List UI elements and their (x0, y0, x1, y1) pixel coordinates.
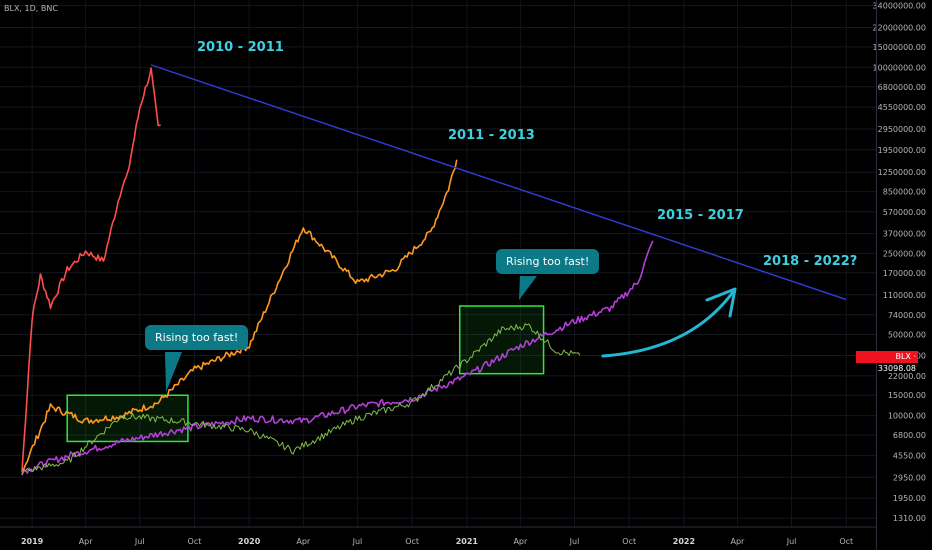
x-tick-label: Apr (79, 537, 94, 546)
cycle-label-2010-2011: 2010 - 2011 (197, 40, 284, 55)
x-tick-label: 2019 (21, 537, 44, 546)
y-tick-label: 1250000.00 (878, 168, 926, 177)
series-line-3 (21, 240, 654, 476)
y-tick-label: 1310.00 (893, 514, 926, 523)
y-tick-label: 170000.00 (883, 269, 926, 278)
symbol-header: BLX, 1D, BNC (4, 4, 58, 13)
y-tick-label: 1950.00 (893, 494, 926, 503)
projection-arrowhead (705, 287, 737, 318)
y-tick-label: 6800000.00 (878, 83, 926, 92)
y-tick-label: 570000.00 (883, 208, 926, 217)
projection-arrow (601, 290, 735, 358)
y-tick-label: 15000000.00 (873, 43, 926, 52)
y-tick-label: 15000.00 (888, 391, 926, 400)
last-price-badge: BLX · 33098.08 (856, 351, 918, 373)
x-tick-label: Oct (188, 537, 202, 546)
x-tick-label: Apr (513, 537, 528, 546)
y-tick-label: 22000.00 (888, 372, 926, 381)
y-tick-label: 370000.00 (883, 230, 926, 239)
y-tick-label: 1950000.00 (878, 146, 926, 155)
rising-too-fast-callout-2: Rising too fast! (496, 249, 600, 274)
y-tick-label: 110000.00 (883, 291, 926, 300)
y-tick-label: 34000000.00 (873, 2, 926, 11)
series-line-2 (21, 159, 458, 476)
x-tick-label: Apr (731, 537, 746, 546)
y-tick-label: 10000.00 (888, 412, 926, 421)
rising-too-fast-callout-1: Rising too fast! (145, 325, 249, 350)
y-tick-label: 2950000.00 (878, 125, 926, 134)
x-tick-label: Oct (405, 537, 419, 546)
y-tick-label: 10000000.00 (873, 63, 926, 72)
y-tick-label: 2950.00 (893, 473, 926, 482)
cycle-label-2011-2013: 2011 - 2013 (448, 128, 535, 143)
y-tick-label: 4550.00 (893, 451, 926, 460)
x-tick-label: Jul (786, 537, 797, 546)
y-tick-label: 22000000.00 (873, 24, 926, 33)
highlight-box-2 (458, 305, 545, 375)
y-tick-label: 74000.00 (888, 311, 926, 320)
callout-pointer-1 (165, 352, 182, 392)
y-tick-label: 6800.00 (893, 431, 926, 440)
price-axis (876, 0, 932, 550)
resistance-trendline (150, 64, 847, 301)
x-tick-label: Jul (569, 537, 580, 546)
series-line-1 (21, 67, 162, 472)
callout-pointer-2 (519, 276, 537, 300)
series-line-4 (21, 323, 581, 475)
y-tick-label: 250000.00 (883, 249, 926, 258)
x-tick-label: 2020 (238, 537, 261, 546)
x-tick-label: 2022 (673, 537, 695, 546)
x-tick-label: 2021 (456, 537, 479, 546)
y-tick-label: 50000.00 (888, 331, 926, 340)
x-tick-label: Oct (622, 537, 636, 546)
x-tick-label: Jul (352, 537, 363, 546)
cycle-label-2018-2022: 2018 - 2022? (763, 254, 858, 269)
x-tick-label: Apr (296, 537, 311, 546)
x-tick-label: Jul (134, 537, 145, 546)
y-tick-label: 4550000.00 (878, 103, 926, 112)
x-tick-label: Oct (839, 537, 853, 546)
y-tick-label: 850000.00 (883, 188, 926, 197)
cycle-label-2015-2017: 2015 - 2017 (657, 208, 744, 223)
